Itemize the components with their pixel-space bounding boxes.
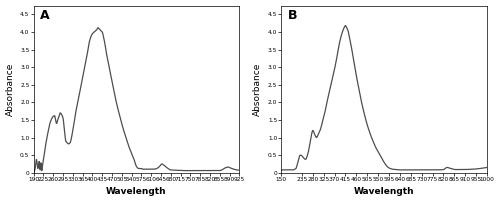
Text: B: B: [288, 9, 297, 22]
Y-axis label: Absorbance: Absorbance: [6, 62, 15, 116]
Y-axis label: Absorbance: Absorbance: [254, 62, 262, 116]
X-axis label: Wavelength: Wavelength: [106, 187, 167, 196]
X-axis label: Wavelength: Wavelength: [354, 187, 414, 196]
Text: A: A: [40, 9, 50, 22]
